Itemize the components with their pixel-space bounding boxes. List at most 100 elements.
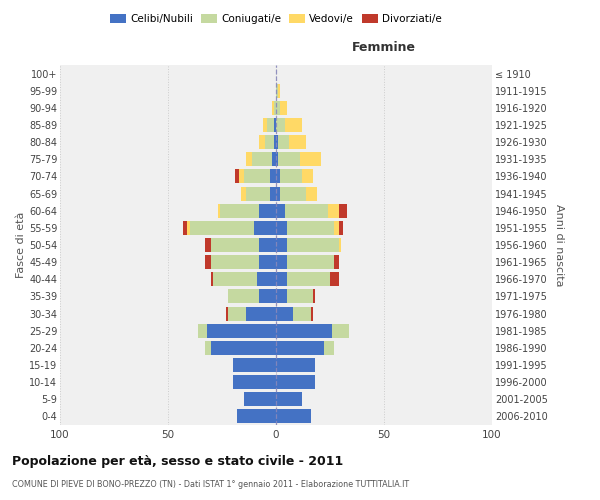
- Bar: [276, 410, 311, 424]
- Bar: [205, 341, 211, 355]
- Bar: [287, 221, 334, 235]
- Bar: [257, 272, 276, 286]
- Bar: [287, 272, 330, 286]
- Bar: [274, 101, 276, 115]
- Bar: [233, 375, 276, 389]
- Y-axis label: Fasce di età: Fasce di età: [16, 212, 26, 278]
- Bar: [276, 255, 287, 269]
- Bar: [280, 101, 287, 115]
- Bar: [276, 324, 332, 338]
- Bar: [198, 324, 207, 338]
- Bar: [287, 255, 334, 269]
- Bar: [268, 118, 274, 132]
- Text: Popolazione per età, sesso e stato civile - 2011: Popolazione per età, sesso e stato civil…: [12, 455, 343, 468]
- Bar: [246, 152, 252, 166]
- Bar: [229, 290, 259, 304]
- Bar: [280, 186, 306, 200]
- Bar: [205, 238, 211, 252]
- Bar: [276, 392, 302, 406]
- Bar: [313, 290, 315, 304]
- Bar: [244, 392, 276, 406]
- Bar: [246, 306, 276, 320]
- Bar: [311, 306, 313, 320]
- Bar: [323, 341, 334, 355]
- Bar: [254, 221, 276, 235]
- Bar: [276, 221, 287, 235]
- Bar: [276, 152, 278, 166]
- Bar: [330, 272, 338, 286]
- Bar: [278, 152, 300, 166]
- Bar: [252, 152, 272, 166]
- Bar: [259, 204, 276, 218]
- Bar: [284, 204, 328, 218]
- Bar: [287, 238, 338, 252]
- Bar: [276, 290, 287, 304]
- Bar: [190, 221, 254, 235]
- Bar: [259, 255, 276, 269]
- Bar: [211, 238, 259, 252]
- Bar: [334, 255, 338, 269]
- Bar: [276, 272, 287, 286]
- Bar: [289, 135, 306, 149]
- Bar: [214, 272, 257, 286]
- Legend: Celibi/Nubili, Coniugati/e, Vedovi/e, Divorziati/e: Celibi/Nubili, Coniugati/e, Vedovi/e, Di…: [106, 10, 446, 29]
- Bar: [334, 221, 338, 235]
- Bar: [235, 170, 239, 183]
- Bar: [244, 170, 269, 183]
- Bar: [272, 152, 276, 166]
- Bar: [338, 238, 341, 252]
- Bar: [332, 324, 349, 338]
- Bar: [237, 410, 276, 424]
- Bar: [276, 170, 280, 183]
- Bar: [328, 204, 338, 218]
- Bar: [276, 101, 280, 115]
- Bar: [306, 186, 317, 200]
- Bar: [183, 221, 187, 235]
- Bar: [272, 101, 274, 115]
- Bar: [300, 152, 322, 166]
- Bar: [274, 118, 276, 132]
- Bar: [233, 358, 276, 372]
- Bar: [276, 204, 284, 218]
- Bar: [211, 341, 276, 355]
- Bar: [302, 170, 313, 183]
- Bar: [280, 170, 302, 183]
- Bar: [239, 170, 244, 183]
- Text: COMUNE DI PIEVE DI BONO-PREZZO (TN) - Dati ISTAT 1° gennaio 2011 - Elaborazione : COMUNE DI PIEVE DI BONO-PREZZO (TN) - Da…: [12, 480, 409, 489]
- Bar: [276, 84, 278, 98]
- Bar: [265, 135, 274, 149]
- Bar: [287, 290, 313, 304]
- Text: Femmine: Femmine: [352, 41, 416, 54]
- Bar: [274, 135, 276, 149]
- Bar: [269, 186, 276, 200]
- Bar: [211, 255, 259, 269]
- Bar: [293, 306, 311, 320]
- Bar: [259, 290, 276, 304]
- Bar: [226, 306, 229, 320]
- Bar: [276, 135, 278, 149]
- Bar: [338, 221, 343, 235]
- Bar: [338, 204, 347, 218]
- Bar: [284, 118, 302, 132]
- Bar: [276, 341, 323, 355]
- Bar: [187, 221, 190, 235]
- Bar: [276, 375, 315, 389]
- Bar: [278, 84, 280, 98]
- Bar: [229, 306, 246, 320]
- Bar: [259, 238, 276, 252]
- Bar: [220, 204, 259, 218]
- Bar: [211, 272, 214, 286]
- Bar: [276, 118, 284, 132]
- Bar: [205, 255, 211, 269]
- Bar: [276, 238, 287, 252]
- Bar: [269, 170, 276, 183]
- Bar: [218, 204, 220, 218]
- Bar: [246, 186, 269, 200]
- Bar: [276, 306, 293, 320]
- Y-axis label: Anni di nascita: Anni di nascita: [554, 204, 565, 286]
- Bar: [278, 135, 289, 149]
- Bar: [241, 186, 246, 200]
- Bar: [276, 186, 280, 200]
- Bar: [263, 118, 268, 132]
- Bar: [276, 358, 315, 372]
